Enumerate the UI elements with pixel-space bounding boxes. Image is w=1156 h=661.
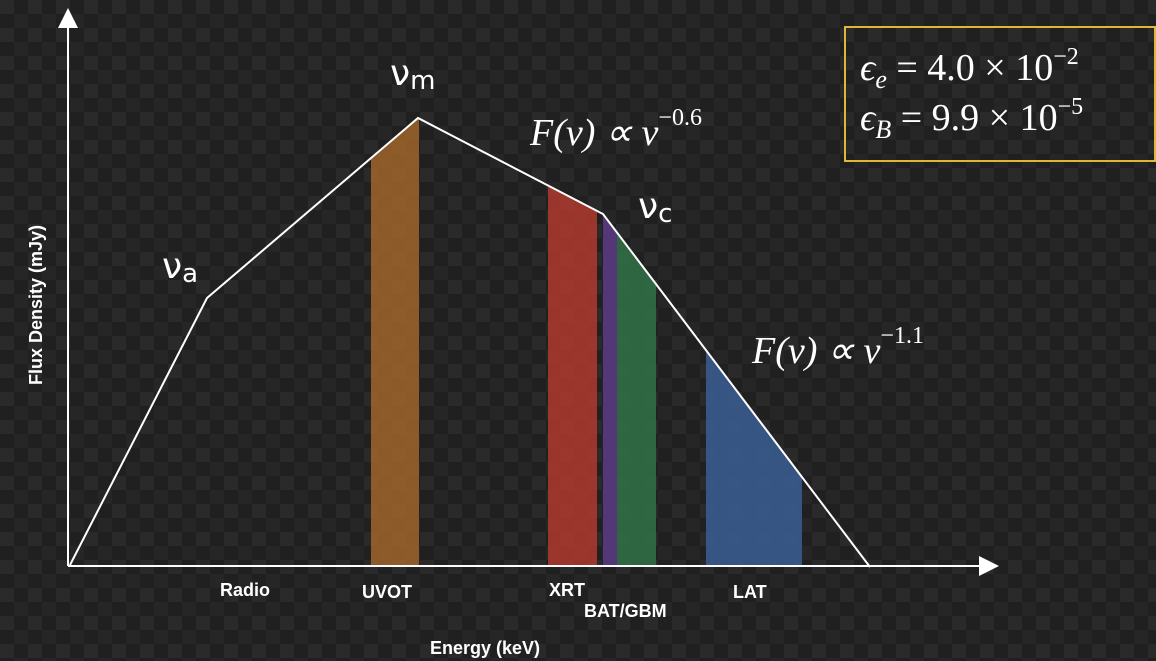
- text-part: ν: [638, 186, 658, 227]
- text-part: = 9.9 × 10: [891, 97, 1057, 139]
- break-label: νa: [162, 246, 198, 289]
- slope-label: F(ν) ∝ ν−0.6: [529, 105, 702, 154]
- text-part: ϵ: [860, 47, 877, 89]
- break-label: νm: [390, 53, 435, 96]
- y-axis-label: Flux Density (mJy): [26, 225, 46, 385]
- text-part: −0.6: [658, 105, 702, 131]
- parameter: ϵB = 9.9 × 10−5: [860, 94, 1083, 144]
- text-part: ν: [162, 246, 182, 287]
- parameter-box: [844, 26, 1156, 162]
- text-part: a: [182, 259, 198, 289]
- xrt-band: [548, 186, 597, 565]
- break-label: νc: [638, 186, 672, 229]
- text-part: ϵ: [860, 97, 877, 139]
- text-part: = 4.0 × 10: [887, 47, 1053, 89]
- band-label: UVOT: [362, 582, 412, 602]
- text-part: −1.1: [880, 323, 924, 349]
- spectrum: [69, 116, 871, 568]
- lat-band: [706, 350, 802, 565]
- text-part: c: [658, 199, 672, 229]
- band-label: Radio: [220, 580, 270, 600]
- slope-label: F(ν) ∝ ν−1.1: [751, 323, 924, 372]
- bat-band: [603, 214, 617, 565]
- text-part: e: [875, 65, 887, 94]
- text-part: F(ν) ∝ ν: [529, 112, 659, 154]
- text-part: F(ν) ∝ ν: [751, 330, 881, 372]
- uvot-band: [371, 118, 419, 565]
- parameter: ϵe = 4.0 × 10−2: [860, 44, 1079, 94]
- text-part: −2: [1053, 44, 1079, 70]
- band-label: LAT: [733, 582, 767, 602]
- text-part: m: [410, 66, 435, 96]
- gbm-band: [617, 233, 656, 565]
- text-part: −5: [1058, 94, 1084, 120]
- band-label: BAT/GBM: [584, 601, 667, 621]
- x-axis-label: Energy (keV): [430, 638, 540, 658]
- text-part: B: [875, 115, 891, 144]
- band-label: XRT: [549, 580, 585, 600]
- text-part: ν: [390, 53, 410, 94]
